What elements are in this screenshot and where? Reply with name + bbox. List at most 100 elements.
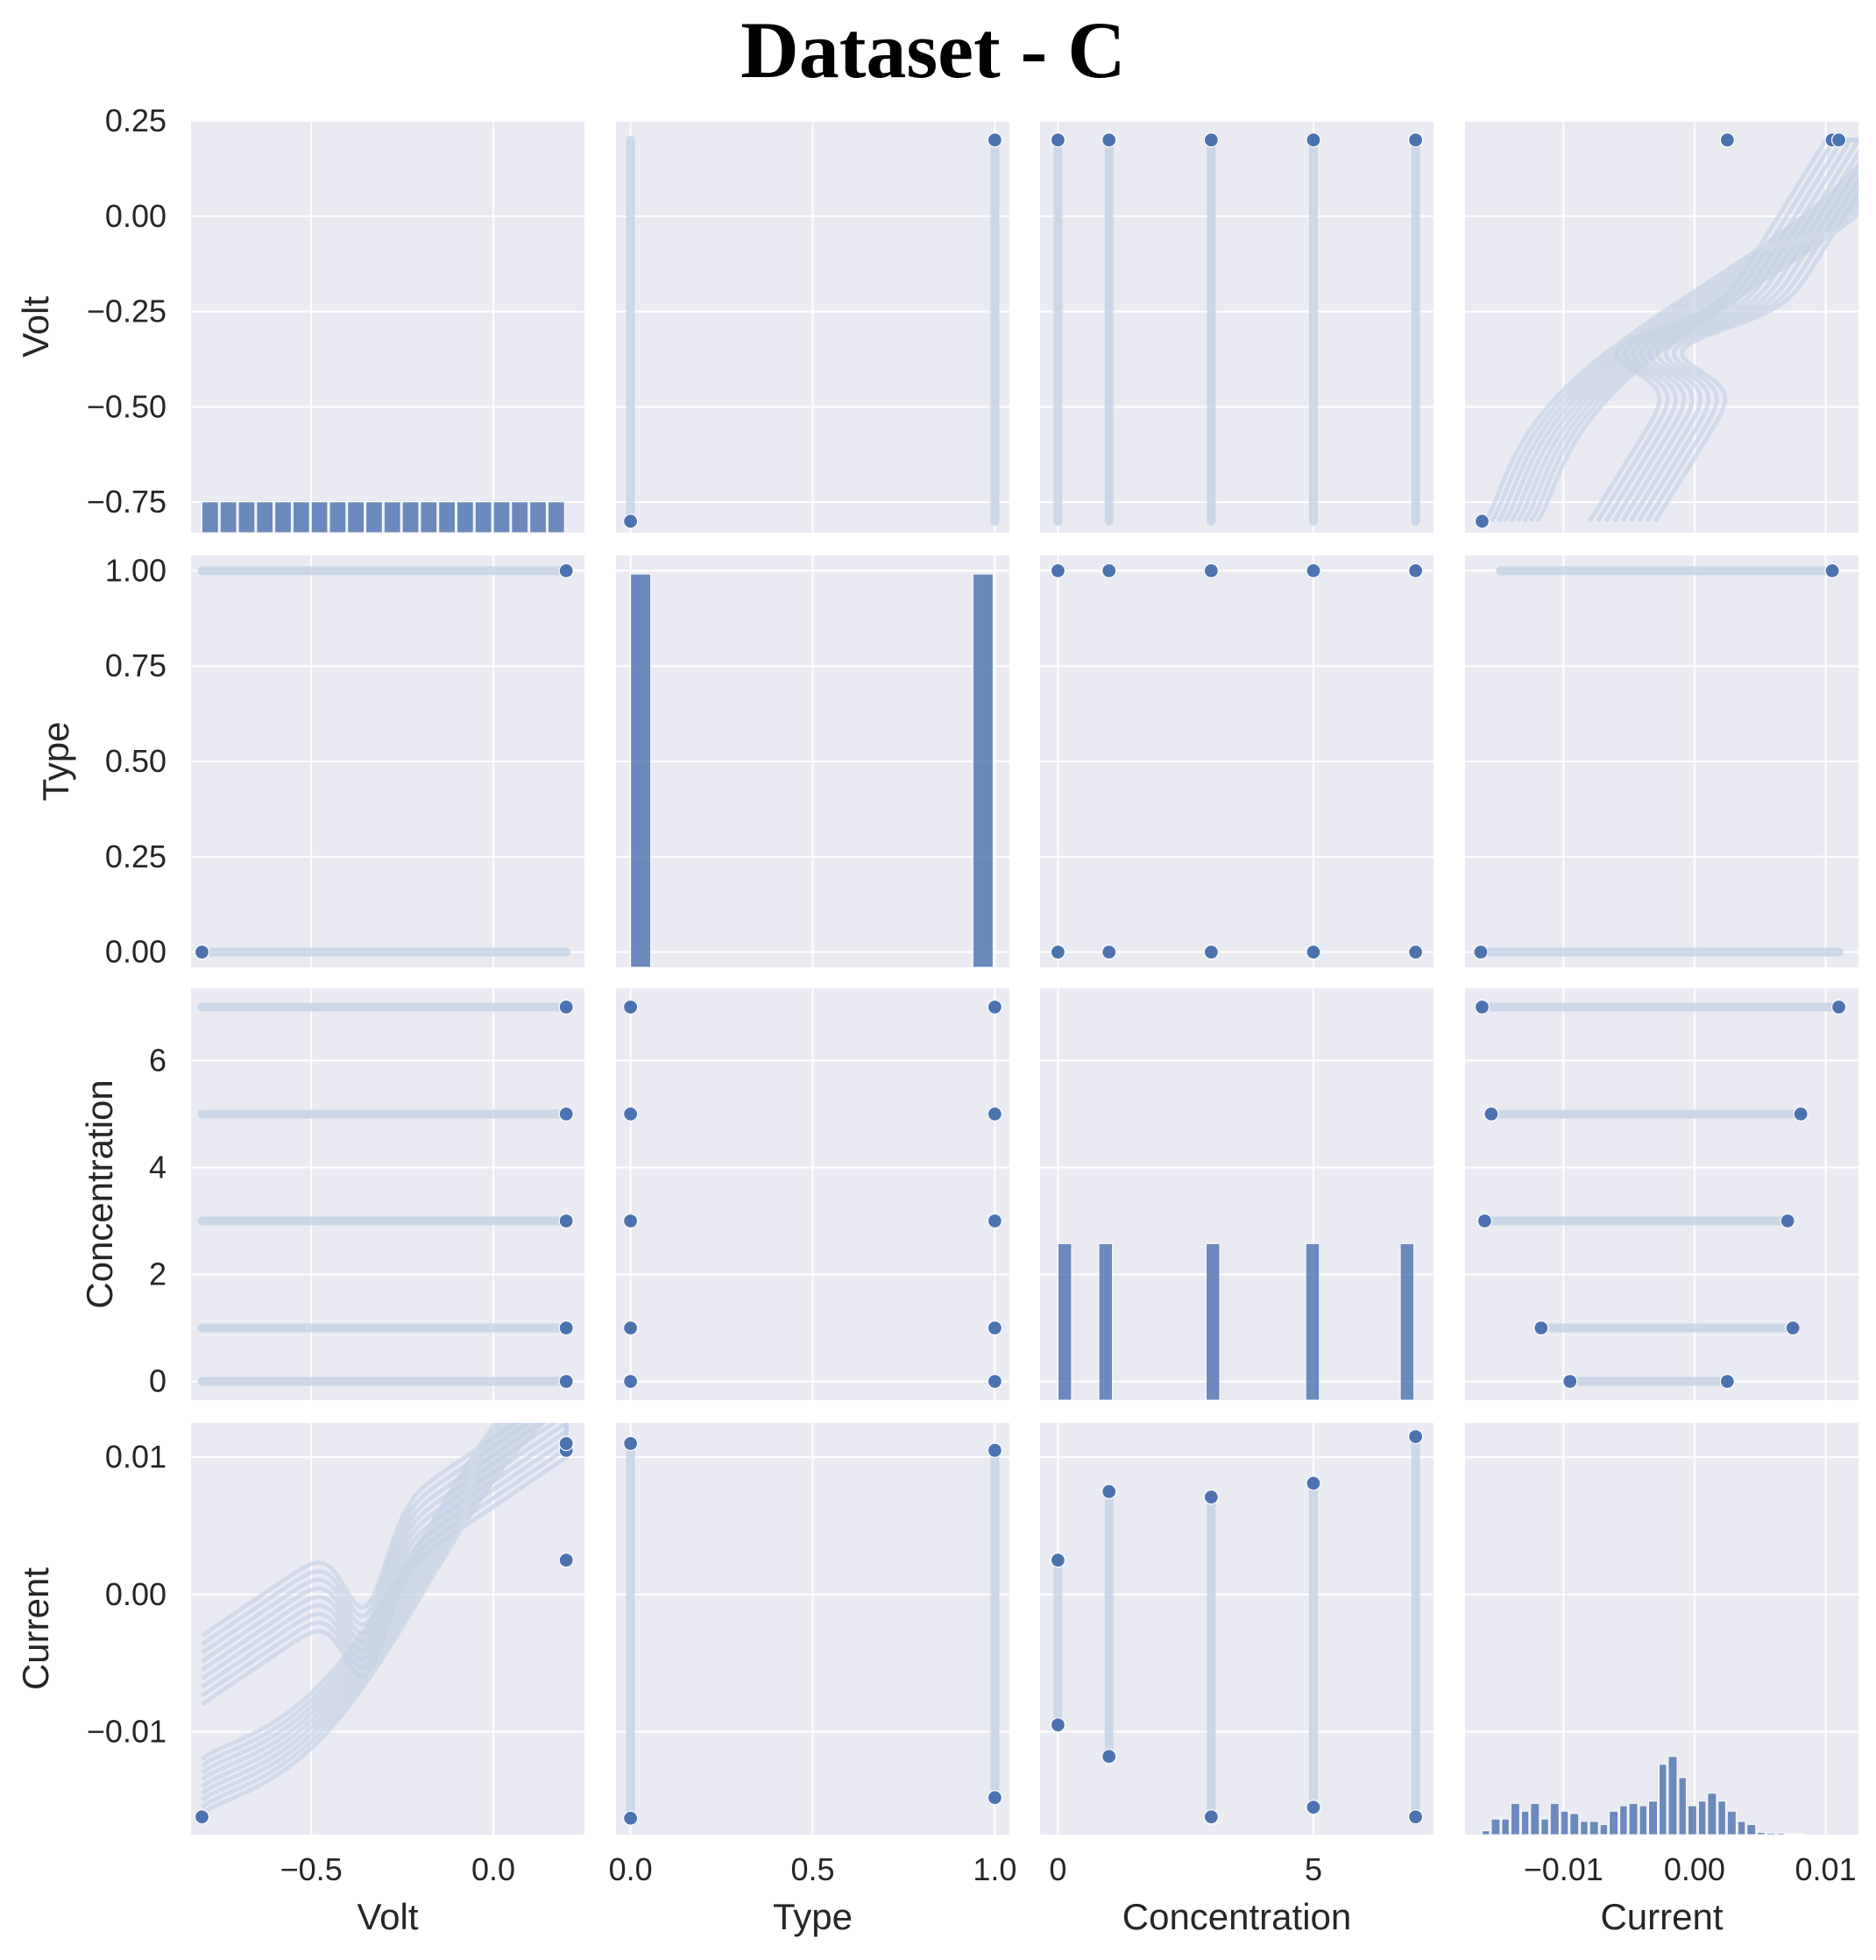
data-point bbox=[1306, 132, 1321, 148]
data-point bbox=[1785, 1320, 1801, 1336]
data-point bbox=[623, 1320, 639, 1336]
data-point bbox=[1101, 1749, 1117, 1765]
y-tick-label-current: 0.01 bbox=[105, 1439, 166, 1475]
panel-data bbox=[623, 999, 1002, 1390]
cv-loop bbox=[1502, 138, 1858, 523]
data-point bbox=[558, 1106, 574, 1122]
panel-data bbox=[194, 1423, 574, 1825]
histogram-bar-current bbox=[1737, 1821, 1746, 1835]
histogram-bar-current bbox=[1766, 1832, 1776, 1835]
data-point bbox=[1203, 563, 1219, 579]
panel-volt-vs-concentration bbox=[1040, 120, 1434, 533]
data-point bbox=[1474, 513, 1490, 529]
y-axis-label-concentration: Concentration bbox=[79, 1079, 120, 1309]
histogram-bar-volt bbox=[201, 501, 219, 533]
x-tick-label-current: 0.01 bbox=[1795, 1851, 1857, 1887]
x-axis-label-current: Current bbox=[1600, 1896, 1723, 1937]
histogram-bar-current bbox=[1678, 1777, 1687, 1835]
data-point bbox=[1101, 132, 1117, 148]
figure-title: Dataset - C bbox=[740, 5, 1125, 95]
histogram-bar-current bbox=[1549, 1802, 1560, 1835]
data-point bbox=[1830, 132, 1847, 148]
data-point bbox=[623, 513, 639, 529]
panel-volt-vs-current bbox=[1465, 120, 1858, 533]
panel-current-vs-volt bbox=[191, 1423, 584, 1835]
histogram-bar-current bbox=[1589, 1821, 1599, 1835]
cv-loop bbox=[1515, 149, 1858, 523]
histogram-bar-current bbox=[1746, 1823, 1757, 1835]
data-point bbox=[1050, 1553, 1066, 1568]
panel-type-vs-current bbox=[1465, 555, 1858, 967]
data-point bbox=[1719, 1374, 1735, 1390]
cv-loop bbox=[201, 1423, 533, 1768]
data-point bbox=[987, 1213, 1002, 1229]
histogram-bar-current bbox=[1648, 1801, 1659, 1835]
data-point bbox=[1203, 1489, 1219, 1505]
panel-background bbox=[1040, 121, 1434, 533]
data-point bbox=[1203, 132, 1219, 148]
y-tick-label-type: 1.00 bbox=[105, 552, 166, 588]
axis-labels: −0.75−0.50−0.250.000.25Volt0.000.250.500… bbox=[15, 103, 1857, 1937]
x-tick-label-volt: 0.0 bbox=[471, 1851, 515, 1887]
histogram-bar-current bbox=[1609, 1810, 1619, 1835]
cv-loop bbox=[201, 1423, 520, 1761]
data-point bbox=[558, 1213, 574, 1229]
data-point bbox=[1050, 563, 1066, 579]
x-axis-label-type: Type bbox=[773, 1896, 853, 1937]
data-point bbox=[1101, 563, 1117, 579]
histogram-bar-concentration bbox=[1057, 1242, 1073, 1400]
y-tick-label-volt: 0.00 bbox=[105, 198, 166, 234]
x-tick-label-current: −0.01 bbox=[1524, 1851, 1603, 1887]
x-axis-label-volt: Volt bbox=[357, 1896, 418, 1937]
y-tick-label-type: 0.25 bbox=[105, 838, 166, 874]
data-point bbox=[1780, 1213, 1795, 1229]
histogram-bar-current bbox=[1569, 1813, 1580, 1835]
cv-loop bbox=[1496, 138, 1858, 523]
histogram-bar-current bbox=[1481, 1830, 1490, 1835]
histogram-bar-current bbox=[1796, 1833, 1805, 1835]
histogram-bar-volt bbox=[310, 501, 329, 533]
histogram-bar-current bbox=[1697, 1801, 1707, 1835]
histogram-bar-volt bbox=[219, 501, 237, 533]
x-tick-label-type: 1.0 bbox=[973, 1851, 1016, 1887]
cv-loop bbox=[1535, 188, 1858, 523]
y-tick-label-volt: −0.25 bbox=[87, 294, 166, 329]
data-point bbox=[623, 1810, 639, 1826]
histogram-bar-current bbox=[1599, 1823, 1609, 1835]
data-point bbox=[1533, 1320, 1549, 1336]
histogram-bar-type bbox=[972, 573, 994, 967]
y-axis-label-type: Type bbox=[35, 721, 76, 801]
data-point bbox=[1101, 944, 1117, 960]
y-tick-label-volt: 0.25 bbox=[105, 103, 166, 138]
data-point bbox=[623, 1374, 639, 1390]
y-tick-label-type: 0.75 bbox=[105, 647, 166, 683]
y-tick-label-concentration: 0 bbox=[149, 1363, 166, 1399]
panel-background bbox=[1465, 988, 1858, 1400]
panel-data bbox=[1050, 1429, 1424, 1825]
panel-concentration-vs-volt bbox=[191, 988, 584, 1400]
data-point bbox=[1483, 1106, 1499, 1122]
y-tick-label-concentration: 4 bbox=[149, 1149, 166, 1185]
data-point bbox=[1407, 132, 1424, 148]
cv-loop bbox=[201, 1423, 569, 1796]
panel-type-vs-volt bbox=[191, 555, 584, 967]
panel-data bbox=[630, 573, 994, 967]
histogram-bar-concentration bbox=[1399, 1242, 1415, 1400]
histogram-bar-volt bbox=[456, 501, 474, 533]
histogram-bar-current bbox=[1530, 1802, 1540, 1835]
x-tick-label-type: 0.0 bbox=[609, 1851, 653, 1887]
x-tick-label-concentration: 0 bbox=[1049, 1851, 1066, 1887]
y-tick-label-current: −0.01 bbox=[87, 1714, 166, 1750]
histogram-bar-current bbox=[1776, 1832, 1786, 1835]
data-point bbox=[623, 999, 639, 1015]
panel-background bbox=[191, 121, 584, 533]
data-point bbox=[1203, 1809, 1219, 1825]
data-point bbox=[1407, 1429, 1424, 1445]
y-tick-label-concentration: 6 bbox=[149, 1042, 166, 1078]
histogram-bar-volt bbox=[529, 501, 547, 533]
histogram-bar-current bbox=[1659, 1764, 1667, 1835]
data-point bbox=[1050, 132, 1066, 148]
x-tick-label-current: 0.00 bbox=[1664, 1851, 1725, 1887]
y-tick-label-volt: −0.75 bbox=[87, 484, 166, 520]
